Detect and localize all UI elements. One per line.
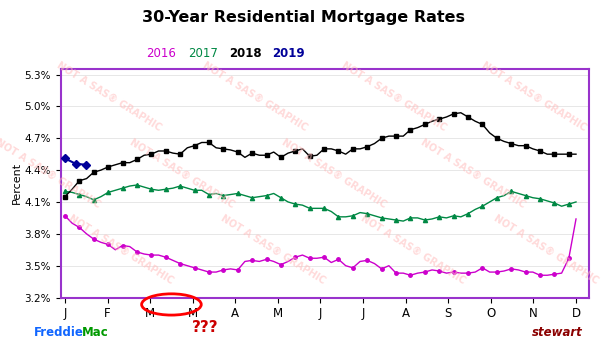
Text: NOT A SAS® GRAPHIC: NOT A SAS® GRAPHIC (201, 61, 309, 133)
Text: NOT A SAS® GRAPHIC: NOT A SAS® GRAPHIC (492, 213, 600, 285)
Text: Freddie: Freddie (33, 326, 83, 339)
Text: NOT A SAS® GRAPHIC: NOT A SAS® GRAPHIC (341, 61, 449, 133)
Y-axis label: Percent: Percent (12, 162, 22, 204)
Text: 2019: 2019 (272, 47, 305, 60)
Text: NOT A SAS® GRAPHIC: NOT A SAS® GRAPHIC (280, 137, 388, 209)
Text: 30-Year Residential Mortgage Rates: 30-Year Residential Mortgage Rates (142, 10, 465, 25)
Text: NOT A SAS® GRAPHIC: NOT A SAS® GRAPHIC (219, 213, 327, 285)
Text: NOT A SAS® GRAPHIC: NOT A SAS® GRAPHIC (359, 213, 467, 285)
Text: 2017: 2017 (188, 47, 219, 60)
Text: 2018: 2018 (229, 47, 262, 60)
Text: stewart: stewart (532, 326, 583, 339)
Text: NOT A SAS® GRAPHIC: NOT A SAS® GRAPHIC (67, 213, 175, 285)
Text: NOT A SAS® GRAPHIC: NOT A SAS® GRAPHIC (55, 61, 163, 133)
Text: Mac: Mac (82, 326, 109, 339)
Text: NOT A SAS® GRAPHIC: NOT A SAS® GRAPHIC (128, 137, 236, 209)
Text: NOT A SAS® GRAPHIC: NOT A SAS® GRAPHIC (419, 137, 527, 209)
Text: ???: ??? (192, 320, 219, 335)
Text: 2016: 2016 (146, 47, 176, 60)
Text: NOT A SAS® GRAPHIC: NOT A SAS® GRAPHIC (0, 137, 103, 209)
Text: NOT A SAS® GRAPHIC: NOT A SAS® GRAPHIC (480, 61, 588, 133)
